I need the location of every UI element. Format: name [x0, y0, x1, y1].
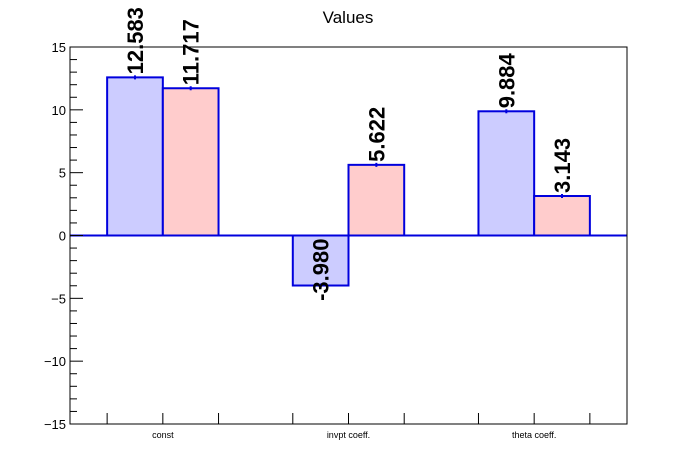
chart-title: Values — [323, 8, 374, 27]
data-label: 12.583 — [123, 7, 148, 74]
bar — [161, 87, 220, 237]
bar — [291, 234, 350, 287]
x-axis: const invpt coeff. theta coeff. — [106, 413, 591, 440]
y-tick-label: −5 — [51, 291, 66, 306]
x-tick-label: theta coeff. — [512, 430, 556, 440]
y-axis: −15 −10 −5 0 5 10 15 — [44, 40, 83, 432]
x-tick-label: invpt coeff. — [327, 430, 370, 440]
data-labels-layer: 12.583 11.717 -3.980 5.622 9.884 3.143 — [123, 7, 575, 301]
y-tick-label: 10 — [52, 103, 66, 118]
x-tick-label: const — [152, 430, 174, 440]
data-label: 3.143 — [550, 138, 575, 193]
data-label: 5.622 — [364, 107, 389, 162]
bar — [347, 163, 406, 237]
bar — [106, 76, 164, 237]
data-label: 9.884 — [494, 52, 519, 108]
bar — [477, 110, 536, 237]
y-tick-label: 5 — [59, 166, 66, 181]
y-tick-label: 15 — [52, 40, 66, 55]
data-label: 11.717 — [179, 19, 204, 85]
y-tick-label: −15 — [44, 417, 66, 432]
bar — [533, 195, 591, 237]
bars-layer — [106, 75, 591, 288]
y-tick-label: 0 — [59, 229, 66, 244]
y-tick-label: −10 — [44, 354, 66, 369]
data-label: -3.980 — [309, 239, 334, 301]
